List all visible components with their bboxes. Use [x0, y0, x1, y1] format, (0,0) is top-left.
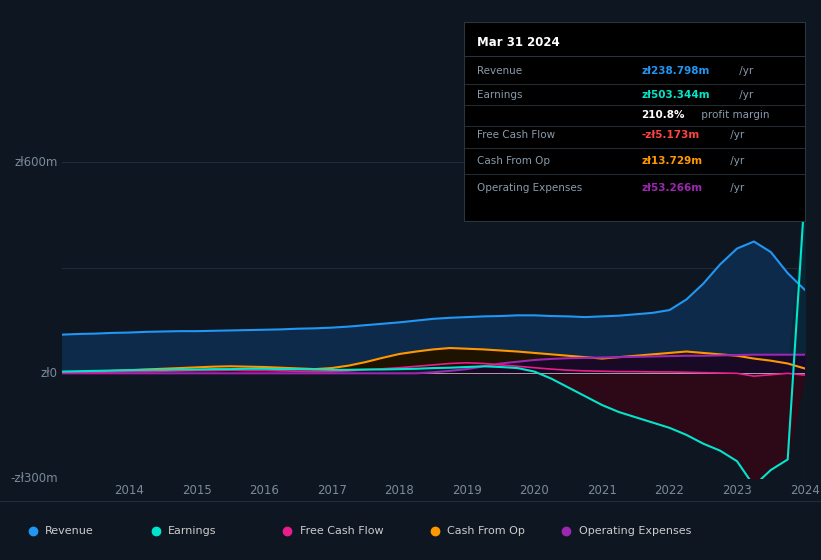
- Text: zł503.344m: zł503.344m: [641, 90, 709, 100]
- Text: zł0: zł0: [41, 367, 57, 380]
- Text: Free Cash Flow: Free Cash Flow: [478, 130, 556, 140]
- Text: -zł300m: -zł300m: [10, 472, 57, 486]
- Text: -zł5.173m: -zł5.173m: [641, 130, 699, 140]
- Text: /yr: /yr: [736, 90, 754, 100]
- Text: 210.8%: 210.8%: [641, 110, 685, 120]
- Text: Cash From Op: Cash From Op: [447, 526, 525, 536]
- Text: zł238.798m: zł238.798m: [641, 66, 709, 76]
- Text: /yr: /yr: [727, 130, 744, 140]
- Text: Operating Expenses: Operating Expenses: [579, 526, 691, 536]
- Text: Earnings: Earnings: [168, 526, 217, 536]
- Text: zł53.266m: zł53.266m: [641, 183, 702, 193]
- Text: zł600m: zł600m: [15, 156, 57, 169]
- Text: Operating Expenses: Operating Expenses: [478, 183, 583, 193]
- Text: /yr: /yr: [727, 183, 744, 193]
- Text: /yr: /yr: [727, 156, 744, 166]
- Text: Free Cash Flow: Free Cash Flow: [300, 526, 383, 536]
- Text: Cash From Op: Cash From Op: [478, 156, 551, 166]
- Text: Earnings: Earnings: [478, 90, 523, 100]
- Text: /yr: /yr: [736, 66, 754, 76]
- Text: zł13.729m: zł13.729m: [641, 156, 702, 166]
- Text: Mar 31 2024: Mar 31 2024: [478, 36, 560, 49]
- Text: Revenue: Revenue: [478, 66, 523, 76]
- Text: Revenue: Revenue: [45, 526, 94, 536]
- Text: profit margin: profit margin: [699, 110, 770, 120]
